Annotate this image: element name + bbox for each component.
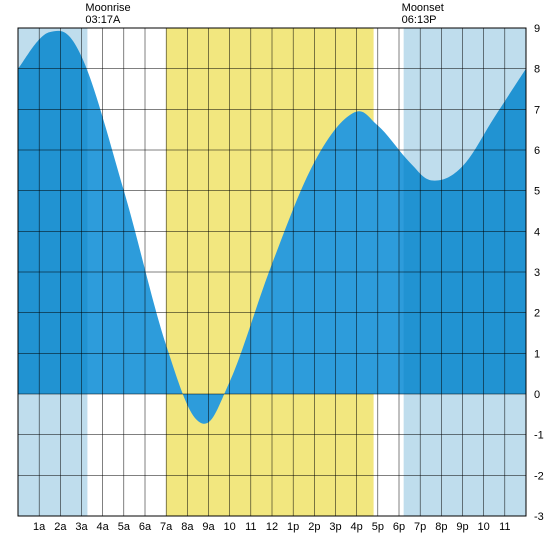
svg-text:7a: 7a (160, 521, 173, 533)
svg-text:7: 7 (534, 104, 540, 116)
svg-text:1a: 1a (33, 521, 46, 533)
svg-text:3p: 3p (329, 521, 341, 533)
svg-text:1p: 1p (287, 521, 299, 533)
svg-text:5a: 5a (118, 521, 131, 533)
svg-text:12: 12 (266, 521, 278, 533)
moonrise-time: 03:17A (85, 14, 130, 26)
svg-text:6a: 6a (139, 521, 152, 533)
svg-text:10: 10 (224, 521, 236, 533)
svg-text:2p: 2p (308, 521, 320, 533)
svg-text:0: 0 (534, 389, 540, 401)
svg-text:8a: 8a (181, 521, 194, 533)
svg-text:4p: 4p (351, 521, 363, 533)
svg-text:10: 10 (478, 521, 490, 533)
svg-text:-2: -2 (534, 470, 544, 482)
svg-text:8: 8 (534, 64, 540, 76)
svg-text:4a: 4a (97, 521, 110, 533)
svg-text:3: 3 (534, 267, 540, 279)
chart-svg: 1a2a3a4a5a6a7a8a9a1011121p2p3p4p5p6p7p8p… (0, 0, 550, 550)
svg-text:6p: 6p (393, 521, 405, 533)
svg-text:-3: -3 (534, 511, 544, 523)
svg-text:3a: 3a (75, 521, 88, 533)
tide-chart: 1a2a3a4a5a6a7a8a9a1011121p2p3p4p5p6p7p8p… (0, 0, 550, 550)
svg-text:6: 6 (534, 145, 540, 157)
svg-text:9p: 9p (456, 521, 468, 533)
svg-text:1: 1 (534, 348, 540, 360)
svg-text:-1: -1 (534, 430, 544, 442)
svg-text:2: 2 (534, 308, 540, 320)
moonset-time: 06:13P (402, 14, 444, 26)
svg-text:5p: 5p (372, 521, 384, 533)
svg-text:2a: 2a (54, 521, 67, 533)
svg-text:11: 11 (245, 521, 256, 533)
svg-text:11: 11 (499, 521, 510, 533)
moonset-annotation: Moonset 06:13P (402, 2, 444, 26)
svg-text:9a: 9a (202, 521, 215, 533)
svg-text:5: 5 (534, 186, 540, 198)
moonrise-label: Moonrise (85, 2, 130, 14)
svg-text:4: 4 (534, 226, 540, 238)
moonrise-annotation: Moonrise 03:17A (85, 2, 130, 26)
svg-text:7p: 7p (414, 521, 426, 533)
moonset-label: Moonset (402, 2, 444, 14)
svg-text:8p: 8p (435, 521, 447, 533)
svg-text:9: 9 (534, 23, 540, 35)
